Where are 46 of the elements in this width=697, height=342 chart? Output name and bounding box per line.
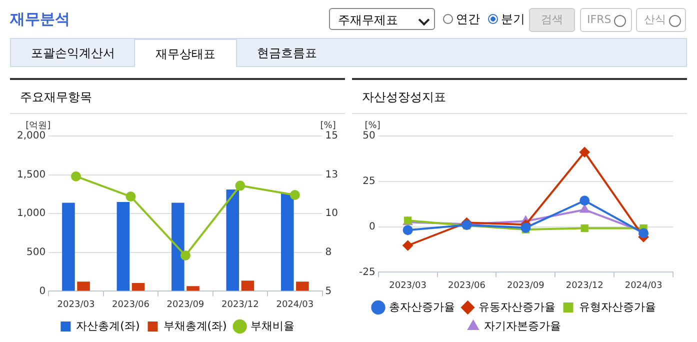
y-tick-label: 2,000	[16, 130, 46, 142]
y-tick-label: 50	[362, 130, 376, 142]
y2-axis-title: [%]	[320, 120, 336, 131]
y-tick-label: 1,000	[16, 208, 46, 220]
text: 연간	[455, 11, 481, 28]
legend-label: 부채총계(좌)	[163, 319, 227, 332]
x-tick-label: 2023/06	[112, 300, 150, 310]
text: IFRS	[580, 8, 632, 32]
x-tick-label: 2023/12	[221, 300, 259, 310]
y2-tick-label: 5	[325, 286, 332, 297]
text: 주재무제표	[329, 8, 435, 30]
y-tick-label: 25	[362, 176, 376, 187]
text: 재무분석	[10, 10, 70, 29]
x-tick-label: 2024/03	[276, 300, 314, 310]
chart-title: 주요재무항목	[10, 80, 345, 114]
y2-tick-label: 13	[325, 169, 338, 180]
x-tick-label: 2023/09	[506, 280, 545, 291]
x-tick-label: 2024/03	[624, 280, 662, 291]
legend-label: 자산총계(좌)	[76, 319, 140, 332]
y2-tick-label: 15	[325, 130, 338, 142]
legend-label: 부채비율	[250, 319, 294, 332]
x-tick-label: 2023/03	[389, 280, 426, 291]
x-tick-label: 2023/09	[166, 300, 204, 310]
text: 포괄손익계산서	[30, 45, 116, 62]
text: 산식	[636, 8, 686, 32]
text: 검색	[529, 8, 575, 32]
legend-label: 자기자본증가율	[484, 319, 561, 332]
legend-label: 유형자산증가율	[578, 300, 656, 314]
y-tick-label: 1,500	[16, 169, 46, 180]
legend-label: 총자산증가율	[388, 300, 455, 314]
text: 재무상태표	[134, 39, 237, 67]
y2-tick-label: 10	[325, 208, 338, 220]
y2-tick-label: 8	[325, 246, 332, 258]
chart-title: 자산성장성지표	[352, 80, 687, 114]
y-axis-title: [억원]	[26, 120, 51, 131]
text: 현금흐름표	[256, 45, 318, 62]
y-axis-title: [%]	[364, 120, 380, 131]
y-tick-label: -25	[358, 266, 376, 278]
y-tick-label: 500	[26, 246, 46, 258]
y-tick-label: 0	[368, 221, 376, 232]
y-tick-label: 0	[39, 286, 46, 297]
x-tick-label: 2023/12	[566, 280, 604, 291]
legend-label: 유동자산증가율	[478, 300, 556, 314]
x-tick-label: 2023/06	[448, 280, 486, 291]
text: 분기	[500, 11, 526, 28]
x-tick-label: 2023/03	[57, 300, 95, 310]
